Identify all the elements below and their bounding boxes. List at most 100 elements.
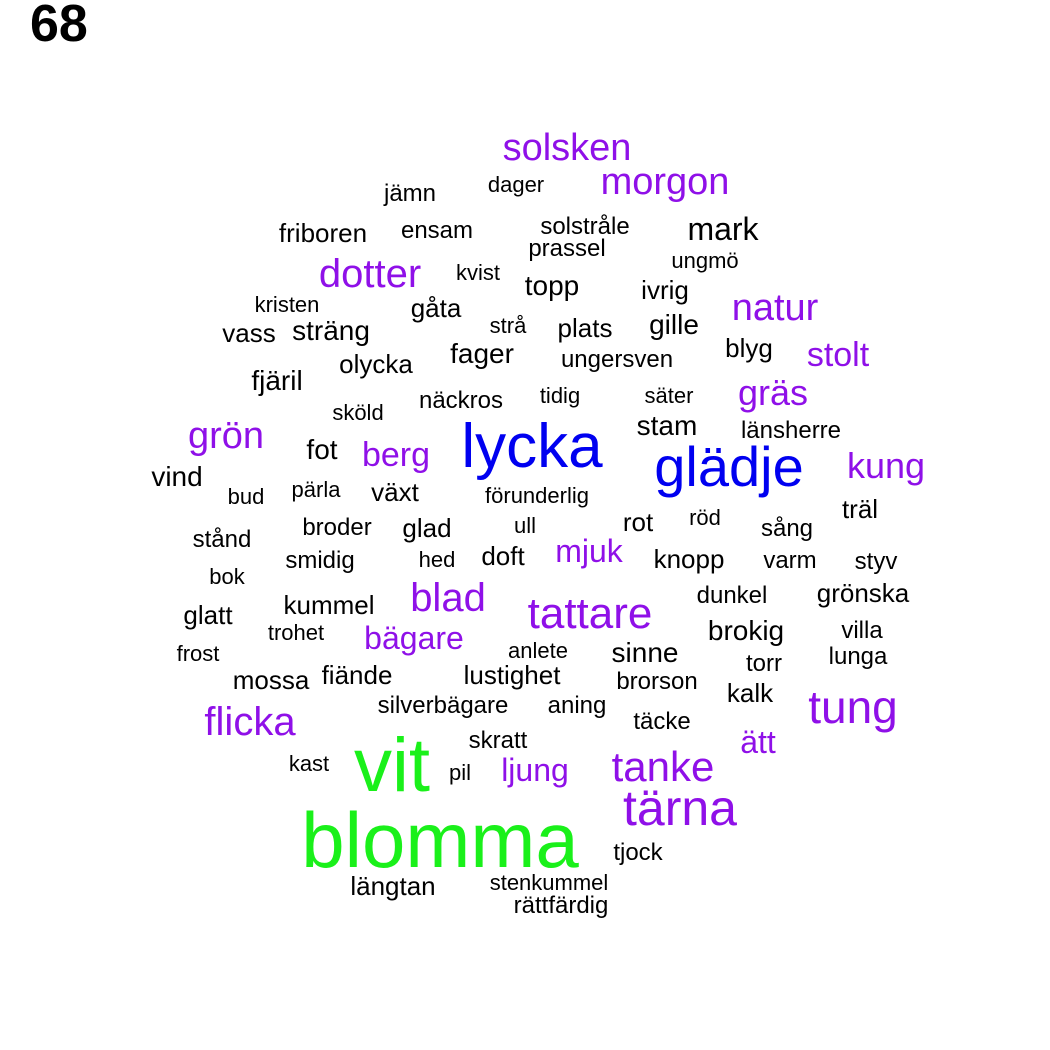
word-topp: topp — [524, 270, 580, 301]
word-stenkummel: stenkummel — [489, 870, 609, 895]
word-blyg: blyg — [725, 333, 773, 363]
word-skratt: skratt — [468, 727, 528, 754]
word-rot: rot — [622, 507, 654, 537]
word-lycka: lycka — [461, 412, 603, 481]
word-rattfardig: rättfärdig — [513, 892, 609, 919]
word-prassel: prassel — [528, 235, 606, 262]
word-brorson: brorson — [616, 668, 698, 695]
word-varm: varm — [763, 547, 817, 574]
word-rod: röd — [689, 505, 721, 530]
word-vass: vass — [222, 318, 276, 348]
word-bagare: bägare — [364, 620, 464, 656]
word-gata: gåta — [410, 293, 462, 323]
word-ljung: ljung — [501, 752, 569, 788]
word-tung: tung — [808, 681, 898, 733]
word-lunga: lunga — [828, 643, 888, 670]
word-frost: frost — [176, 641, 220, 666]
word-stolt: stolt — [806, 336, 870, 374]
word-knopp: knopp — [653, 544, 725, 574]
word-tanke: tanke — [611, 743, 715, 790]
word-vit: vit — [354, 723, 430, 808]
word-broder: broder — [302, 514, 372, 541]
word-stra: strå — [489, 313, 527, 338]
word-tral: träl — [841, 494, 879, 524]
word-mjuk: mjuk — [555, 533, 623, 569]
word-plats: plats — [557, 313, 613, 343]
word-sinne: sinne — [611, 637, 679, 668]
word-att: ätt — [740, 724, 776, 760]
word-ivrig: ivrig — [641, 275, 689, 305]
word-berg: berg — [361, 436, 431, 474]
word-tarna: tärna — [623, 780, 737, 836]
word-anlete: anlete — [508, 638, 568, 663]
word-pil: pil — [448, 760, 472, 785]
word-hed: hed — [418, 547, 456, 572]
word-sang: sång — [760, 515, 814, 542]
word-jamn: jämn — [383, 180, 437, 207]
word-forunderlig: förunderlig — [485, 483, 589, 508]
word-gron: grön — [187, 415, 265, 457]
word-lansherre: länsherre — [740, 417, 842, 444]
word-dunkel: dunkel — [696, 582, 768, 609]
word-gronska: grönska — [816, 578, 910, 608]
word-solstrale: solstråle — [540, 213, 630, 240]
word-vaxt: växt — [371, 477, 419, 507]
word-aning: aning — [547, 692, 607, 719]
word-ungersven: ungersven — [560, 346, 674, 373]
word-fot: fot — [306, 434, 338, 465]
word-bud: bud — [227, 484, 265, 509]
word-kung: kung — [846, 445, 926, 486]
word-blomma: blomma — [301, 796, 579, 884]
word-skold: sköld — [332, 400, 384, 425]
word-kummel: kummel — [283, 590, 375, 620]
word-dager: dager — [487, 172, 545, 197]
word-gladje: glädje — [654, 435, 804, 498]
word-fiande: fiände — [321, 660, 393, 690]
word-fager: fager — [450, 338, 514, 369]
word-tidig: tidig — [539, 383, 581, 408]
word-ungmo: ungmö — [671, 248, 739, 273]
word-tjock: tjock — [613, 839, 663, 866]
word-vind: vind — [151, 461, 203, 492]
word-gille: gille — [649, 309, 699, 340]
word-friboren: friboren — [278, 218, 368, 248]
word-mossa: mossa — [232, 665, 310, 695]
word-fjaril: fjäril — [251, 365, 303, 396]
word-parla: pärla — [291, 477, 341, 502]
word-mark: mark — [687, 211, 759, 247]
word-gras: gräs — [737, 372, 809, 413]
word-morgon: morgon — [600, 161, 730, 203]
word-kast: kast — [288, 751, 330, 776]
word-natur: natur — [731, 287, 819, 329]
word-stand: stånd — [192, 526, 252, 553]
page-number: 68 — [30, 0, 88, 53]
word-styv: styv — [854, 548, 898, 575]
word-tacke: täcke — [633, 708, 691, 735]
word-smidig: smidig — [285, 547, 355, 574]
word-bok: bok — [209, 564, 245, 589]
word-flicka: flicka — [204, 700, 296, 744]
word-stam: stam — [636, 410, 698, 441]
word-blad: blad — [410, 576, 486, 620]
word-glatt: glatt — [183, 600, 233, 630]
word-nackros: näckros — [418, 387, 504, 414]
word-solsken: solsken — [502, 127, 632, 169]
word-villa: villa — [841, 617, 883, 644]
word-kvist: kvist — [456, 260, 500, 285]
word-tattare: tattare — [527, 589, 653, 638]
word-olycka: olycka — [339, 349, 413, 379]
word-lustighet: lustighet — [463, 660, 561, 690]
word-kalk: kalk — [726, 678, 774, 708]
word-sater: säter — [644, 383, 694, 408]
word-glad: glad — [402, 513, 452, 543]
word-ull: ull — [513, 513, 537, 538]
word-dotter: dotter — [318, 252, 422, 296]
word-langtan: längtan — [350, 871, 436, 901]
word-trohet: trohet — [267, 620, 325, 645]
word-kristen: kristen — [254, 292, 320, 317]
word-silverbagare: silverbägare — [377, 692, 509, 719]
word-strang: sträng — [292, 315, 370, 346]
word-torr: torr — [746, 650, 782, 677]
word-doft: doft — [481, 541, 525, 571]
